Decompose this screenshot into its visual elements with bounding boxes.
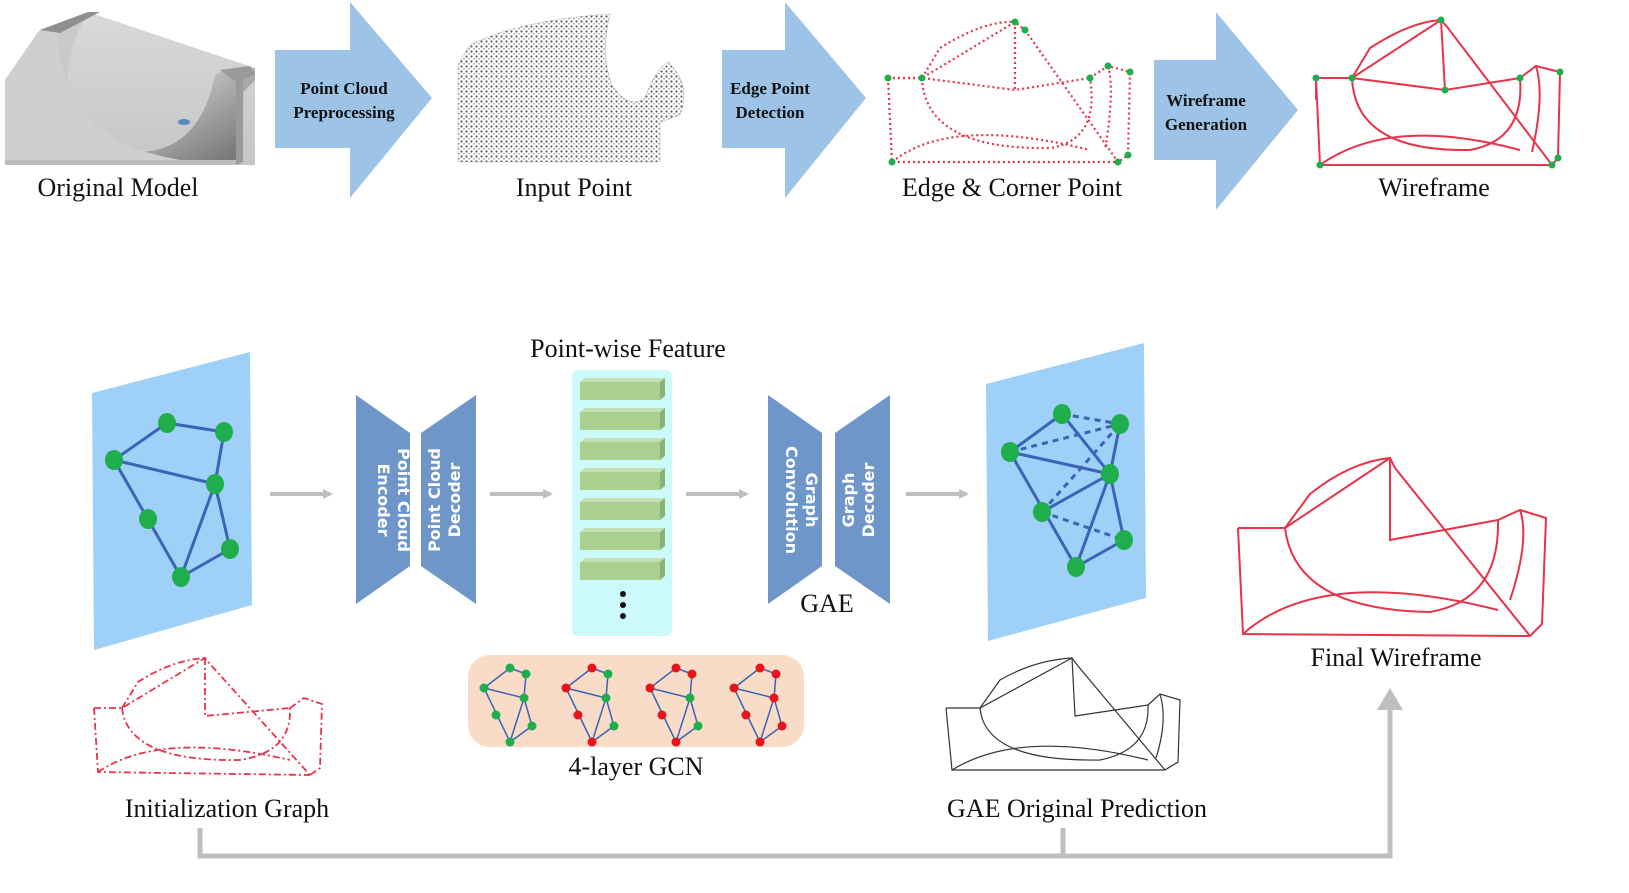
gcn-layer-graph xyxy=(729,663,787,747)
final-wireframe-caption: Final Wireframe xyxy=(1310,643,1481,672)
input-point-caption: Input Point xyxy=(516,173,633,202)
point-cloud-decoder-block xyxy=(421,395,476,604)
encoder-label-2: Encoder xyxy=(374,464,393,537)
gae-output-graph-panel xyxy=(986,343,1146,641)
feature-bar xyxy=(580,498,665,520)
final-wireframe-drawing xyxy=(1237,456,1548,637)
gcn-caption: 4-layer GCN xyxy=(568,752,703,781)
wireframe-generation-label-2: Generation xyxy=(1165,115,1248,134)
gae-label: GAE xyxy=(800,589,853,618)
corner-points xyxy=(884,18,1134,166)
graph-conv-label-1: Graph xyxy=(802,473,821,528)
gcn-layer-graph xyxy=(479,663,537,747)
skip-connection xyxy=(197,705,1393,859)
feature-bar xyxy=(580,468,665,490)
gcn-layer-graph xyxy=(645,663,703,747)
edge-corner-caption: Edge & Corner Point xyxy=(902,173,1123,202)
initialization-graph-caption: Initialization Graph xyxy=(125,794,329,823)
graph-decoder-label-2: Decoder xyxy=(859,462,878,537)
gcn-layers-panel xyxy=(468,655,804,747)
gcn-layer-graph xyxy=(561,663,619,747)
wireframe-caption: Wireframe xyxy=(1378,173,1490,202)
preprocessing-arrow-label-2: Preprocessing xyxy=(293,103,395,122)
input-point-cloud xyxy=(457,13,685,163)
preprocessing-arrow xyxy=(275,2,432,198)
wireframe-generation-label-1: Wireframe xyxy=(1166,91,1246,110)
feature-bar xyxy=(580,528,665,550)
edge-detection-label-2: Detection xyxy=(736,103,805,122)
wireframe-corners xyxy=(1312,16,1564,169)
point-wise-feature-title: Point-wise Feature xyxy=(530,334,726,363)
feature-bar xyxy=(580,438,665,460)
decoder-label-2: Decoder xyxy=(445,462,464,537)
initialization-graph-panel xyxy=(92,352,252,650)
feature-bar xyxy=(580,378,665,400)
gae-original-prediction-drawing xyxy=(945,657,1181,771)
encoder-label-1: Point Cloud xyxy=(394,448,413,552)
edge-detection-label-1: Edge Point xyxy=(730,79,810,98)
preprocessing-arrow-label-1: Point Cloud xyxy=(300,79,388,98)
edge-detection-arrow xyxy=(722,2,866,198)
graph-convolution-block xyxy=(768,395,822,604)
wireframe-generation-arrow xyxy=(1154,12,1298,210)
point-cloud-encoder-block xyxy=(356,395,410,604)
point-wise-feature-stack xyxy=(572,370,672,636)
gae-prediction-caption: GAE Original Prediction xyxy=(947,794,1207,823)
graph-conv-label-2: Convolution xyxy=(782,446,801,554)
edge-corner-points xyxy=(886,20,1132,164)
original-model-render xyxy=(5,12,255,165)
graph-decoder-label-1: Graph xyxy=(839,473,858,528)
wireframe-result xyxy=(1315,18,1562,166)
feature-bar xyxy=(580,558,665,580)
skip-connection-arrowhead xyxy=(1377,688,1403,710)
initialization-graph-drawing xyxy=(93,656,323,776)
graph-decoder-block xyxy=(835,395,890,604)
original-model-caption: Original Model xyxy=(37,173,198,202)
feature-bar xyxy=(580,408,665,430)
decoder-label-1: Point Cloud xyxy=(425,448,444,552)
